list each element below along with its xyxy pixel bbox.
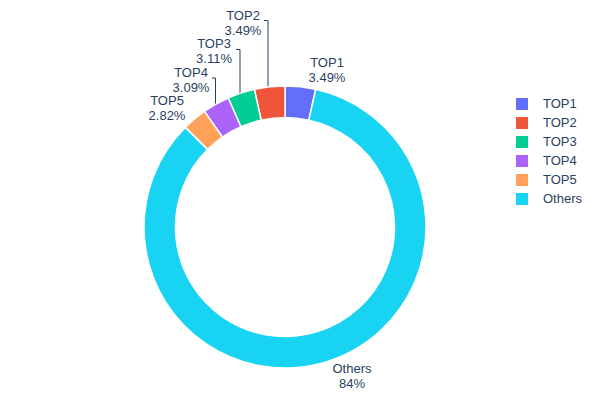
legend-item-top2[interactable]: TOP2 [516, 113, 582, 132]
legend-swatch-icon [516, 98, 528, 110]
legend-swatch-icon [516, 174, 528, 186]
legend-swatch-icon [516, 155, 528, 167]
slice-label-percent: 3.49% [309, 70, 346, 85]
slice-label-top4: TOP43.09% [173, 65, 210, 95]
legend-swatch-icon [516, 136, 528, 148]
slice-label-name: TOP3 [196, 36, 232, 51]
legend-item-label: TOP4 [543, 153, 577, 168]
label-leader-line-top4 [212, 78, 216, 106]
donut-chart-figure: TOP13.49%TOP23.49%TOP33.11%TOP43.09%TOP5… [0, 0, 600, 400]
slice-label-top1: TOP13.49% [309, 55, 346, 85]
legend-item-label: Others [543, 191, 582, 206]
legend-item-others[interactable]: Others [516, 189, 582, 208]
slice-label-top5: TOP52.82% [149, 93, 186, 123]
legend-item-label: TOP5 [543, 172, 577, 187]
slice-label-name: TOP1 [309, 55, 346, 70]
slice-label-top3: TOP33.11% [196, 36, 232, 66]
legend-swatch-icon [516, 193, 528, 205]
legend-item-top1[interactable]: TOP1 [516, 94, 582, 113]
label-leader-line-top3 [236, 50, 240, 96]
pie-slice-others[interactable] [144, 89, 426, 368]
legend-item-label: TOP1 [543, 96, 577, 111]
slice-label-percent: 3.11% [196, 51, 232, 66]
slice-label-top2: TOP23.49% [225, 8, 262, 38]
slice-label-name: Others [332, 361, 371, 376]
legend-item-top5[interactable]: TOP5 [516, 170, 582, 189]
legend: TOP1 TOP2 TOP3 TOP4 TOP5 Others [516, 94, 582, 208]
legend-item-label: TOP2 [543, 115, 577, 130]
slice-label-percent: 2.82% [149, 108, 186, 123]
slice-label-name: TOP4 [173, 65, 210, 80]
legend-item-top3[interactable]: TOP3 [516, 132, 582, 151]
slice-label-percent: 84% [332, 376, 371, 391]
legend-item-top4[interactable]: TOP4 [516, 151, 582, 170]
donut-chart [0, 0, 600, 400]
legend-swatch-icon [516, 117, 528, 129]
legend-item-label: TOP3 [543, 134, 577, 149]
slice-label-name: TOP5 [149, 93, 186, 108]
slice-label-name: TOP2 [225, 8, 262, 23]
label-leader-line-top2 [264, 21, 268, 90]
slice-label-others: Others84% [332, 361, 371, 391]
